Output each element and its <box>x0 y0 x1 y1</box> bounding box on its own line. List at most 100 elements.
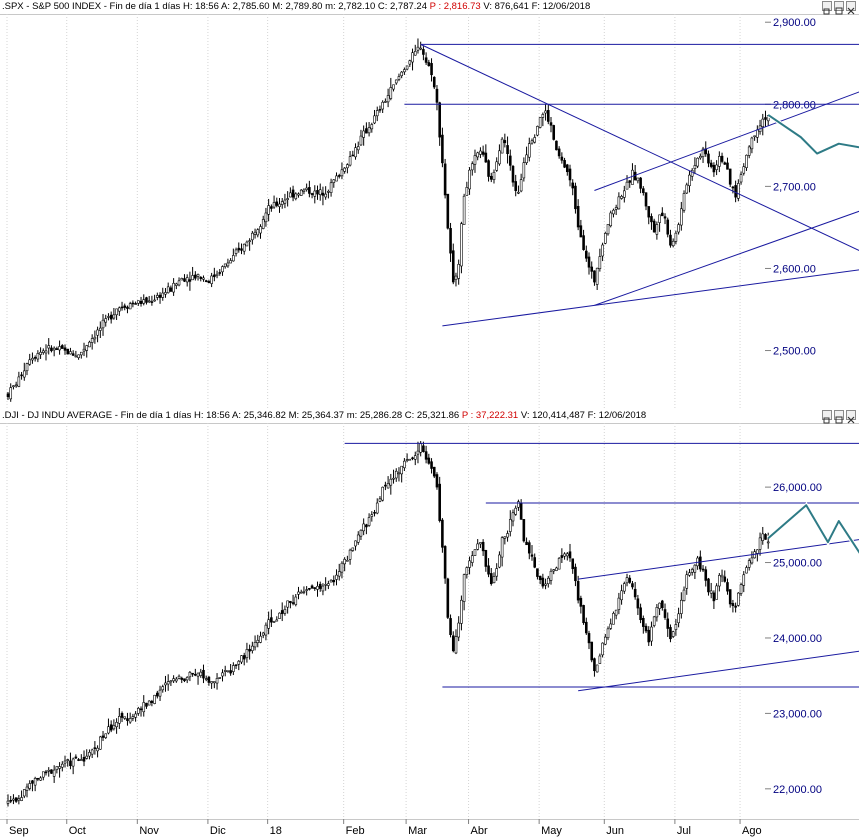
dji-candle <box>574 563 577 587</box>
dji-candle <box>77 758 80 762</box>
spx-candle <box>55 346 59 351</box>
spx-candle <box>514 174 518 197</box>
spx-close-button[interactable] <box>846 1 856 15</box>
spx-candle <box>530 138 534 145</box>
dji-candle <box>112 719 116 731</box>
dji-candle <box>389 473 393 495</box>
spx-candle <box>158 292 162 304</box>
dji-candle <box>476 539 479 551</box>
dji-candle <box>324 577 327 591</box>
dji-candle <box>674 618 678 636</box>
spx-candle <box>28 353 32 366</box>
dji-candle <box>432 466 436 479</box>
dji-close: C: 25,321.86 <box>404 410 460 421</box>
dji-p: P : 37,222.31 <box>461 410 519 421</box>
spx-candle <box>571 179 575 196</box>
dji-candle <box>595 664 599 673</box>
spx-candle <box>378 105 382 113</box>
dji-candle <box>536 568 539 580</box>
spx-candle <box>9 383 13 402</box>
spx-candle <box>316 185 319 200</box>
spx-candle <box>207 279 211 284</box>
dji-candle <box>226 670 230 673</box>
spx-candle <box>682 190 686 213</box>
spx-candle <box>191 266 194 281</box>
dji-high: H: 18:56 <box>194 410 230 421</box>
spx-candle <box>538 117 542 129</box>
dji-candle <box>166 674 170 691</box>
spx-candle <box>405 65 409 71</box>
spx-candle <box>451 243 455 285</box>
dji-candle <box>563 552 566 560</box>
spx-candle <box>674 230 678 245</box>
spx-date: F: 12/06/2018 <box>531 1 591 12</box>
spx-candle <box>343 167 346 174</box>
spx-candle <box>579 219 583 238</box>
dji-candle <box>348 548 352 565</box>
spx-candle <box>449 222 452 262</box>
spx-candle <box>438 101 441 146</box>
spx-candle <box>137 300 140 306</box>
spx-candle <box>424 52 428 65</box>
dji-candle <box>495 563 499 581</box>
spx-candle <box>112 307 116 320</box>
spx-candle <box>202 275 205 282</box>
dji-candle <box>126 712 129 726</box>
spx-candle <box>305 183 308 192</box>
spx-candle <box>688 170 691 193</box>
spx-maximize-button[interactable] <box>834 1 844 15</box>
dji-candle <box>731 599 735 613</box>
spx-candle <box>80 351 83 359</box>
spx-trendline[interactable] <box>594 55 859 191</box>
spx-trendline[interactable] <box>594 174 859 306</box>
dji-candle <box>457 616 460 642</box>
dji-close-button[interactable] <box>846 410 856 424</box>
dji-trendline[interactable] <box>578 636 859 692</box>
spx-candle <box>511 164 515 187</box>
dji-chart[interactable]: 26,000.00 25,000.00 24,000.00 23,000.00 22,0… <box>0 423 859 819</box>
dji-candle <box>28 780 32 791</box>
dji-candle <box>397 467 401 482</box>
spx-restore-button[interactable] <box>822 1 832 15</box>
spx-candle <box>310 192 314 199</box>
dji-candle <box>723 570 727 583</box>
spx-candle <box>441 127 444 168</box>
spx-candle <box>36 350 40 363</box>
spx-candle <box>723 161 727 165</box>
dji-candle <box>156 690 159 699</box>
spx-candle <box>234 247 238 257</box>
dji-maximize-button[interactable] <box>834 410 844 424</box>
dji-candle <box>552 569 556 575</box>
dji-candle <box>131 713 135 722</box>
spx-candle <box>560 152 564 164</box>
dji-candle <box>261 631 265 639</box>
spx-candle <box>150 295 154 306</box>
spx-trendline[interactable] <box>420 43 859 253</box>
spx-candle <box>286 191 289 207</box>
dji-candle <box>479 542 482 549</box>
spx-candle <box>39 347 42 359</box>
dji-candle <box>343 557 346 572</box>
dji-trendline[interactable] <box>578 525 859 580</box>
spx-y-tick-label: 2,600.00 <box>773 263 816 275</box>
dji-candle <box>758 532 762 556</box>
dji-candle <box>438 476 441 523</box>
x-axis: Sep Oct Nov Dic 18 Feb Mar Abr May Jun Jul Ago <box>0 819 859 837</box>
spx-candle <box>367 122 371 137</box>
dji-candle <box>446 577 450 620</box>
dji-candle <box>25 783 29 798</box>
spx-candle <box>737 179 740 202</box>
dji-candle <box>80 754 83 761</box>
spx-projection-path[interactable] <box>767 48 859 155</box>
dji-projection-path[interactable] <box>767 448 859 563</box>
spx-candle <box>147 295 151 304</box>
dji-candle <box>669 624 672 643</box>
dji-candle <box>435 472 439 490</box>
spx-trendline[interactable] <box>594 260 859 306</box>
dji-candle <box>644 623 648 634</box>
spx-trendline[interactable] <box>442 304 595 327</box>
dji-restore-button[interactable] <box>822 410 832 424</box>
spx-chart[interactable]: 2,900.00 2,800.00 2,700.00 2,600.00 2,500.00 <box>0 14 859 408</box>
dji-candle <box>327 580 330 590</box>
dji-candle <box>299 589 303 594</box>
